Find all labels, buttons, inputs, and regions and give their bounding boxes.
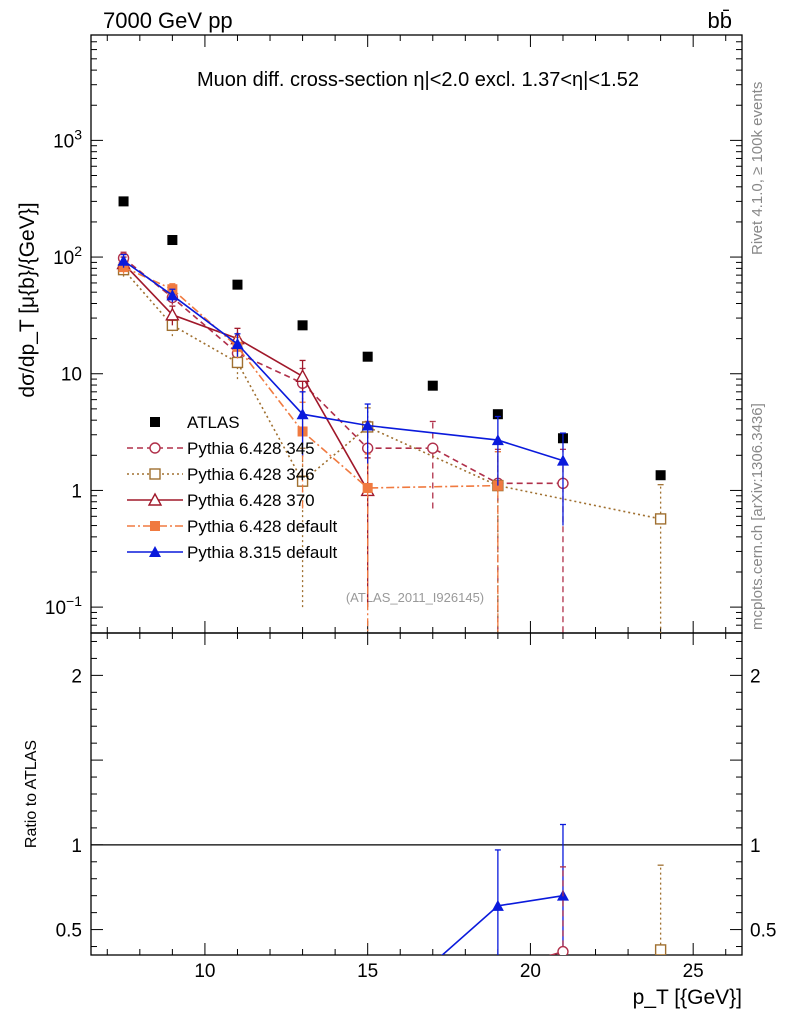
y-tick-label: 0.5	[56, 921, 82, 942]
data-point	[232, 279, 243, 290]
legend: ATLAS Pythia 6.428 345 Pythia 6.428 346 Pyt…	[127, 413, 338, 562]
ratio-series-pythia-6-428-346	[654, 864, 667, 955]
x-tick-label: 25	[683, 961, 704, 982]
data-point	[117, 254, 130, 266]
x-tick-label: 15	[357, 961, 378, 982]
y-tick-label: 1	[71, 481, 82, 502]
data-point	[296, 408, 309, 420]
data-point	[492, 409, 503, 420]
data-point	[491, 434, 504, 446]
process-label: bb̄	[708, 8, 732, 33]
data-point	[654, 944, 667, 955]
series-line	[123, 266, 498, 489]
data-point	[557, 945, 569, 955]
data-point	[654, 513, 667, 525]
y-tick-label: 1	[71, 836, 82, 857]
data-point	[427, 380, 438, 391]
data-point	[362, 351, 373, 362]
main-axis-ticks: 10−1 1 10 102 103	[45, 34, 742, 634]
energy-label: 7000 GeV pp	[103, 8, 233, 33]
data-point	[655, 470, 666, 481]
ratio-y-axis-label: Ratio to ATLAS	[23, 740, 40, 848]
legend-label: Pythia 6.428 370	[187, 491, 315, 510]
data-point	[165, 307, 180, 321]
legend-label: ATLAS	[187, 413, 240, 432]
plot-title: Muon diff. cross-section η|<2.0 excl. 1.…	[197, 69, 639, 91]
data-point	[491, 899, 504, 911]
data-point	[361, 419, 374, 431]
main-y-axis-label: dσ/dp_T [μ{b}/{GeV}]	[16, 202, 39, 397]
ratio-axis-ticks: 10 15 20 25 0.5 0.5 1 1 2 2	[56, 633, 776, 982]
series-pythia-8-315-default	[117, 253, 569, 526]
y-tick-label: 2	[71, 666, 82, 687]
legend-item: Pythia 6.428 346	[127, 465, 315, 484]
legend-item: Pythia 8.315 default	[127, 543, 338, 562]
ratio-series-pythia-8-315-default	[441, 823, 569, 955]
data-point	[297, 320, 308, 331]
data-point	[231, 337, 244, 349]
data-point	[167, 235, 178, 246]
y-tick-label: 10	[61, 365, 82, 386]
data-point	[362, 482, 373, 493]
ratio-series-pythia-6-428-345	[548, 866, 569, 955]
y-tick-label-right: 2	[750, 666, 761, 687]
y-tick-label-right: 1	[750, 836, 761, 857]
legend-marker	[149, 442, 161, 454]
legend-marker	[147, 492, 163, 506]
legend-label: Pythia 6.428 345	[187, 439, 315, 458]
legend-label: Pythia 6.428 346	[187, 465, 315, 484]
x-tick-label: 20	[520, 961, 541, 982]
legend-item: Pythia 6.428 370	[127, 491, 315, 510]
data-point	[231, 356, 244, 369]
ratio-data-layer	[441, 823, 667, 955]
x-axis-label: p_T [{GeV}]	[633, 986, 742, 1009]
data-point	[295, 368, 310, 383]
data-point	[427, 442, 439, 454]
legend-marker	[150, 417, 160, 427]
analysis-label: (ATLAS_2011_I926145)	[346, 590, 484, 605]
y-tick-label: 102	[53, 243, 82, 269]
y-tick-label: 103	[53, 126, 82, 152]
legend-item: Pythia 6.428 default	[127, 517, 338, 536]
data-point	[118, 196, 129, 207]
data-point	[166, 289, 179, 301]
legend-item: Pythia 6.428 345	[127, 439, 315, 458]
rivet-label: Rivet 4.1.0, ≥ 100k events	[749, 82, 766, 255]
legend-marker	[150, 521, 160, 531]
legend-marker	[149, 546, 161, 557]
legend-label: Pythia 8.315 default	[187, 543, 338, 562]
legend-item: ATLAS	[150, 413, 240, 432]
data-point	[556, 454, 569, 466]
y-tick-label: 10−1	[45, 593, 82, 619]
ratio-plot-frame	[90, 632, 743, 956]
main-data-layer	[116, 196, 667, 633]
x-tick-label: 10	[194, 961, 215, 982]
mcplots-label: mcplots.cern.ch [arXiv:1306.3436]	[749, 403, 766, 630]
legend-marker	[149, 468, 161, 480]
y-tick-label-right: 0.5	[750, 921, 776, 942]
legend-label: Pythia 6.428 default	[187, 517, 338, 536]
